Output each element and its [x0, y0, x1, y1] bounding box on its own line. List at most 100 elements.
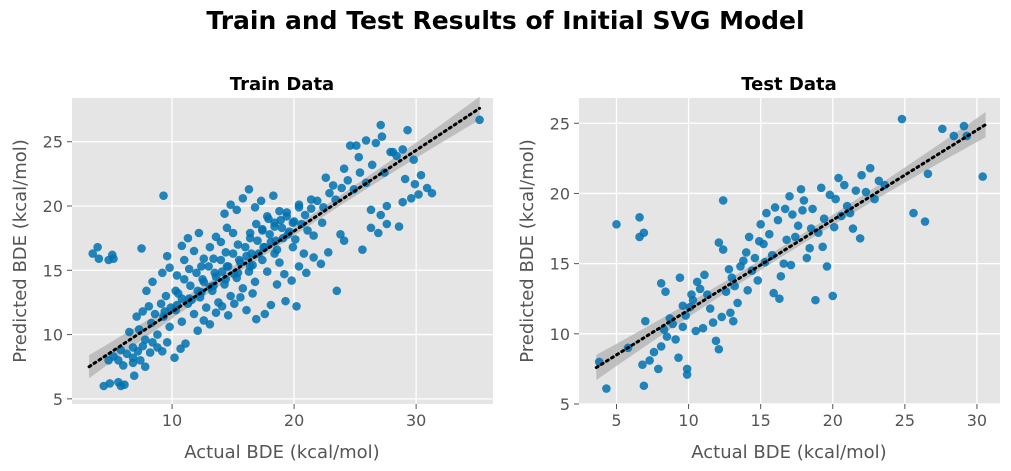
test-data-point: [765, 229, 774, 239]
train-data-point: [197, 262, 206, 271]
test-data-point: [705, 304, 715, 313]
test-data-point: [750, 253, 760, 263]
test-data-point: [949, 131, 959, 141]
test-data-point: [808, 204, 817, 214]
test-data-point: [785, 191, 794, 201]
train-data-point: [336, 229, 345, 239]
train-data-point: [245, 233, 255, 243]
train-data-point: [238, 283, 248, 293]
train-data-point: [250, 202, 260, 212]
train-ticks: 10 20 30 5 10 15 20 25: [43, 133, 427, 430]
test-data-point: [744, 232, 754, 242]
test-data-point: [796, 184, 806, 194]
train-data-point: [264, 214, 273, 224]
train-y-axis-label: Predicted BDE (kcal/mol): [10, 139, 31, 363]
train-data-point: [289, 217, 299, 226]
train-data-point: [158, 268, 167, 278]
train-data-point: [220, 280, 229, 289]
train-data-point: [400, 174, 410, 184]
train-data-point: [93, 242, 102, 252]
test-data-point: [851, 186, 861, 195]
test-data-point: [656, 342, 666, 351]
train-data-point: [88, 249, 98, 258]
train-data-point: [309, 231, 318, 240]
train-data-point: [331, 195, 340, 204]
train-data-point: [145, 348, 155, 357]
train-data-point: [328, 181, 338, 190]
train-data-point: [265, 229, 274, 239]
test-data-point: [739, 256, 748, 266]
test-data-point: [754, 236, 764, 246]
test-data-point: [727, 273, 737, 282]
test-data-point: [802, 253, 812, 263]
train-data-point: [194, 228, 204, 238]
train-data-point: [248, 289, 257, 298]
train-data-point: [266, 300, 276, 310]
test-data-point: [641, 316, 650, 326]
train-data-point: [214, 298, 223, 307]
test-data-point: [822, 262, 832, 271]
train-data-point: [201, 303, 211, 312]
test-data-point: [762, 208, 771, 218]
train-data-point: [165, 263, 174, 273]
test-data-point: [842, 201, 852, 211]
train-data-point: [270, 218, 279, 228]
train-data-point: [366, 223, 376, 233]
train-data-point: [104, 355, 113, 365]
train-data-point: [240, 242, 250, 252]
train-data-point: [301, 268, 311, 278]
train-data-point: [232, 273, 242, 283]
train-data-point: [382, 201, 392, 211]
train-data-point: [183, 233, 193, 243]
test-data-point: [687, 290, 696, 299]
train-data-point: [205, 242, 215, 252]
train-x-axis-label: Actual BDE (kcal/mol): [184, 442, 379, 463]
test-data-point: [638, 360, 647, 369]
train-data-point: [317, 218, 327, 228]
train-data-point: [251, 314, 261, 324]
train-data-point: [345, 141, 355, 150]
train-data-point: [258, 255, 267, 265]
test-data-point: [695, 284, 705, 294]
train-y-tick-label: 5: [53, 390, 63, 409]
train-data-point: [388, 147, 398, 157]
train-title: Train Data: [230, 74, 334, 95]
test-data-point: [708, 318, 718, 327]
train-data-point: [414, 190, 423, 199]
test-y-tick-label: 5: [560, 395, 570, 414]
test-ticks: 5 10 15 20 25 30 5 10 15 20 25: [550, 114, 987, 430]
test-data-point: [779, 259, 789, 268]
train-data-point: [270, 249, 279, 258]
test-data-point: [793, 221, 803, 231]
test-data-point: [682, 370, 692, 379]
test-data-point: [938, 124, 947, 134]
train-data-point: [136, 355, 145, 365]
train-data-point: [128, 353, 138, 363]
train-data-point: [234, 255, 244, 265]
train-data-point: [366, 205, 376, 215]
test-data-point: [612, 220, 621, 229]
train-data-point: [193, 326, 202, 336]
train-data-point: [156, 299, 166, 309]
test-data-point: [639, 381, 649, 391]
train-data-point: [355, 168, 365, 177]
train-data-point: [427, 188, 437, 198]
train-data-point: [162, 251, 172, 261]
test-x-tick-label: 25: [895, 411, 915, 430]
train-data-point: [361, 136, 371, 145]
test-data-point: [635, 213, 644, 222]
train-data-point: [138, 307, 148, 316]
train-data-point: [325, 188, 334, 198]
test-data-point: [711, 336, 721, 346]
test-data-point: [855, 234, 865, 243]
train-data-point: [220, 209, 229, 219]
test-y-tick-label: 10: [550, 325, 570, 344]
test-data-point: [819, 214, 829, 224]
test-data-point: [798, 205, 807, 215]
train-data-point: [179, 255, 189, 265]
test-data-point: [678, 301, 688, 311]
test-data-point: [816, 183, 826, 193]
test-data-point: [780, 204, 790, 214]
test-data-point: [839, 180, 849, 190]
